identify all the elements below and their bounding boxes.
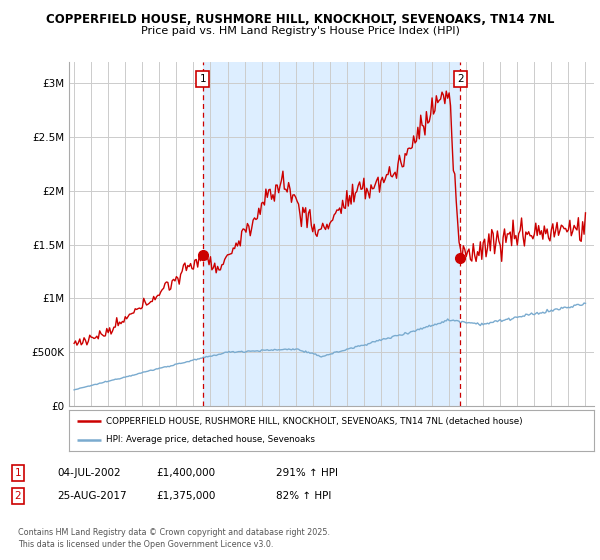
Text: HPI: Average price, detached house, Sevenoaks: HPI: Average price, detached house, Seve… <box>106 436 315 445</box>
Text: COPPERFIELD HOUSE, RUSHMORE HILL, KNOCKHOLT, SEVENOAKS, TN14 7NL (detached house: COPPERFIELD HOUSE, RUSHMORE HILL, KNOCKH… <box>106 417 523 426</box>
Text: 1: 1 <box>14 468 22 478</box>
Text: 82% ↑ HPI: 82% ↑ HPI <box>276 491 331 501</box>
Text: 2: 2 <box>14 491 22 501</box>
Text: 2: 2 <box>457 74 464 84</box>
Text: 04-JUL-2002: 04-JUL-2002 <box>57 468 121 478</box>
Text: 25-AUG-2017: 25-AUG-2017 <box>57 491 127 501</box>
Text: 1: 1 <box>199 74 206 84</box>
Text: COPPERFIELD HOUSE, RUSHMORE HILL, KNOCKHOLT, SEVENOAKS, TN14 7NL: COPPERFIELD HOUSE, RUSHMORE HILL, KNOCKH… <box>46 13 554 26</box>
Text: Contains HM Land Registry data © Crown copyright and database right 2025.
This d: Contains HM Land Registry data © Crown c… <box>18 528 330 549</box>
Text: 291% ↑ HPI: 291% ↑ HPI <box>276 468 338 478</box>
Text: Price paid vs. HM Land Registry's House Price Index (HPI): Price paid vs. HM Land Registry's House … <box>140 26 460 36</box>
Text: £1,375,000: £1,375,000 <box>156 491 215 501</box>
Text: £1,400,000: £1,400,000 <box>156 468 215 478</box>
Bar <box>203 62 460 406</box>
